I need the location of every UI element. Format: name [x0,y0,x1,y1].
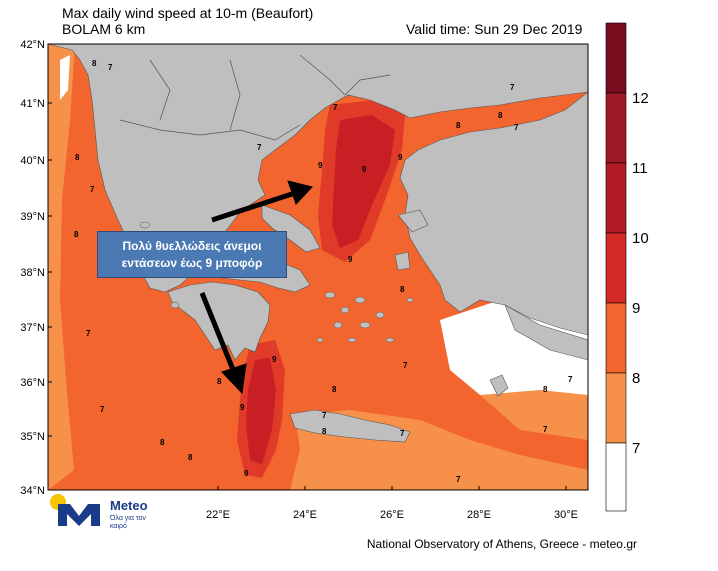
colorbar-segment [605,22,627,94]
contour-label: 8 [498,111,503,120]
contour-label: 9 [272,355,277,364]
sea-calm-north [60,55,70,100]
contour-label: 7 [568,375,573,384]
colorbar-segment [605,232,627,304]
contour-label: 7 [90,185,95,194]
land-turkey-south [504,304,588,361]
lat-label: 42°N [20,39,45,51]
contour-label: 7 [100,405,105,414]
contour-label: 9 [240,403,245,412]
contour-label: 8 [74,230,79,239]
sea-bf7-east [480,390,588,440]
contour-label: 7 [322,411,327,420]
logo-name: Meteo [110,498,148,513]
contour-label: 8 [400,285,405,294]
country-borders [119,54,391,141]
contour-label: 7 [514,123,519,132]
colorbar-label: 9 [632,300,641,317]
contour-label: 8 [217,377,222,386]
arrow-south [199,292,237,373]
contour-label: 9 [398,153,403,162]
contour-label: 9 [362,165,367,174]
sea-bf10-south [246,358,276,465]
colorbar-segment [605,302,627,374]
lat-label: 34°N [20,485,45,497]
colorbar-segment [605,442,627,512]
logo-tagline: Όλα για τον καιρό [110,515,146,530]
land-cyclades [316,291,414,343]
land-crete [289,409,411,443]
colorbar-label: 7 [632,440,641,457]
contour-label: 7 [510,83,515,92]
arrow-north-head [287,180,313,205]
contour-label: 7 [456,475,461,484]
land-rhodes [489,374,509,397]
contour-labels: 8 7 8 7 8 7 7 8 8 8 9 9 9 7 9 9 9 9 7 8 … [74,59,573,484]
annotation-line: εντάσεων έως 9 μποφόρ [121,255,263,270]
annotation-arrows [199,180,313,395]
arrow-north [211,191,293,223]
colorbar-segment [605,92,627,164]
land-chios [394,251,411,271]
lat-label: 36°N [20,377,45,389]
annotation-box: Πολύ θυελλώδεις άνεμοι εντάσεων έως 9 μπ… [97,231,287,278]
annotation-line: Πολύ θυελλώδεις άνεμοι [122,238,262,253]
map-frame [47,43,589,491]
contour-label: 8 [188,453,193,462]
colorbar-segment [605,162,627,234]
lon-label: 30°E [554,509,578,521]
lon-label: 28°E [467,509,491,521]
sea-calm-east [440,300,588,410]
sea-bf7-west [48,44,75,490]
lat-tick-marks [48,43,52,491]
lat-label: 41°N [20,98,45,110]
colorbar-label: 11 [632,160,648,177]
contour-label: 9 [244,469,249,478]
colorbar-label: 10 [632,230,649,247]
colorbar-segment [605,372,627,444]
contour-label: 8 [543,385,548,394]
meteo-logo [50,494,100,526]
contour-label: 8 [322,427,327,436]
map-title: Max daily wind speed at 10-m (Beaufort) [62,5,314,21]
land-lesvos [397,209,429,233]
colorbar-label: 8 [632,370,641,387]
lat-label: 40°N [20,155,45,167]
credit-text: National Observatory of Athens, Greece -… [366,537,637,551]
sea-bf10-north [332,115,395,248]
lat-label: 38°N [20,267,45,279]
lon-label: 24°E [293,509,317,521]
lat-label: 39°N [20,211,45,223]
contour-label: 9 [318,161,323,170]
contour-label: 7 [543,425,548,434]
contour-label: 7 [86,329,91,338]
land-peloponnese [167,281,271,361]
contour-label: 8 [75,153,80,162]
colorbar-label: 12 [632,90,649,107]
land-turkey [399,91,588,336]
contour-label: 8 [92,59,97,68]
contour-label: 8 [332,385,337,394]
lon-label: 26°E [380,509,404,521]
colorbar [605,22,627,512]
contour-label: 8 [456,121,461,130]
lat-label: 37°N [20,322,45,334]
meteo-m-icon [58,504,100,526]
contour-label: 7 [108,63,113,72]
contour-label: 8 [160,438,165,447]
lon-tick-marks [217,486,567,490]
model-name: BOLAM 6 km [62,21,146,37]
contour-label: 7 [333,103,338,112]
lon-label: 22°E [206,509,230,521]
arrow-south-head [221,363,247,395]
land-euboea [261,204,321,253]
contour-label: 7 [403,361,408,370]
lat-label: 35°N [20,431,45,443]
contour-label: 7 [257,143,262,152]
contour-label: 9 [348,255,353,264]
contour-label: 7 [400,429,405,438]
valid-time: Valid time: Sun 29 Dec 2019 [406,21,583,37]
